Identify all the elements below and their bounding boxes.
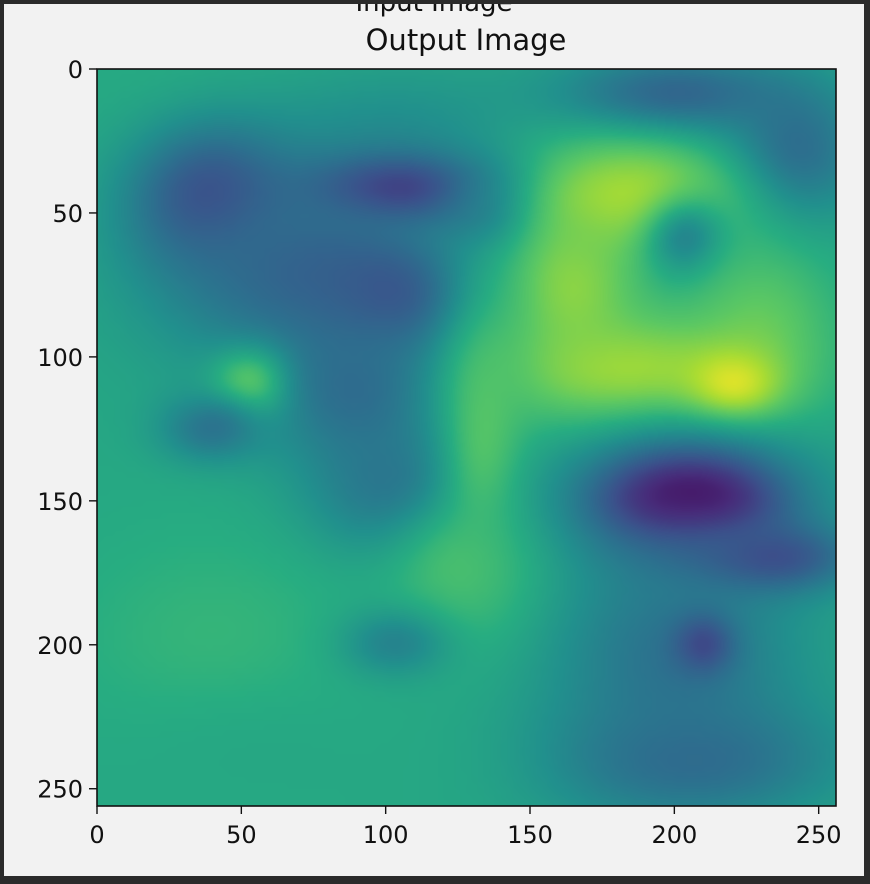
y-axis: 0 50 100 150 200 250 [37,56,97,804]
heatmap-figure: Output Image 0 50 100 150 200 250 0 50 100 150 20… [37,23,842,849]
x-tick-label: 150 [507,821,553,849]
x-tick-label: 250 [796,821,842,849]
y-tick-label: 250 [37,776,83,804]
x-axis: 0 50 100 150 200 250 [89,806,842,849]
x-tick-label: 50 [226,821,257,849]
y-tick-label: 0 [68,56,83,84]
y-tick-label: 100 [37,344,83,372]
chart-title: Output Image [366,23,567,57]
y-tick-label: 50 [52,200,83,228]
y-tick-label: 200 [37,632,83,660]
x-tick-label: 100 [363,821,409,849]
heatmap-image [97,69,836,806]
heatmap-image-container [97,69,836,806]
y-tick-label: 150 [37,488,83,516]
x-tick-label: 0 [89,821,104,849]
figure-window: Input Image Output Image 0 50 100 150 200 250… [4,4,864,876]
plot-frame [96,68,837,807]
x-tick-label: 200 [651,821,697,849]
partial-top-title: Input Image [4,4,864,18]
